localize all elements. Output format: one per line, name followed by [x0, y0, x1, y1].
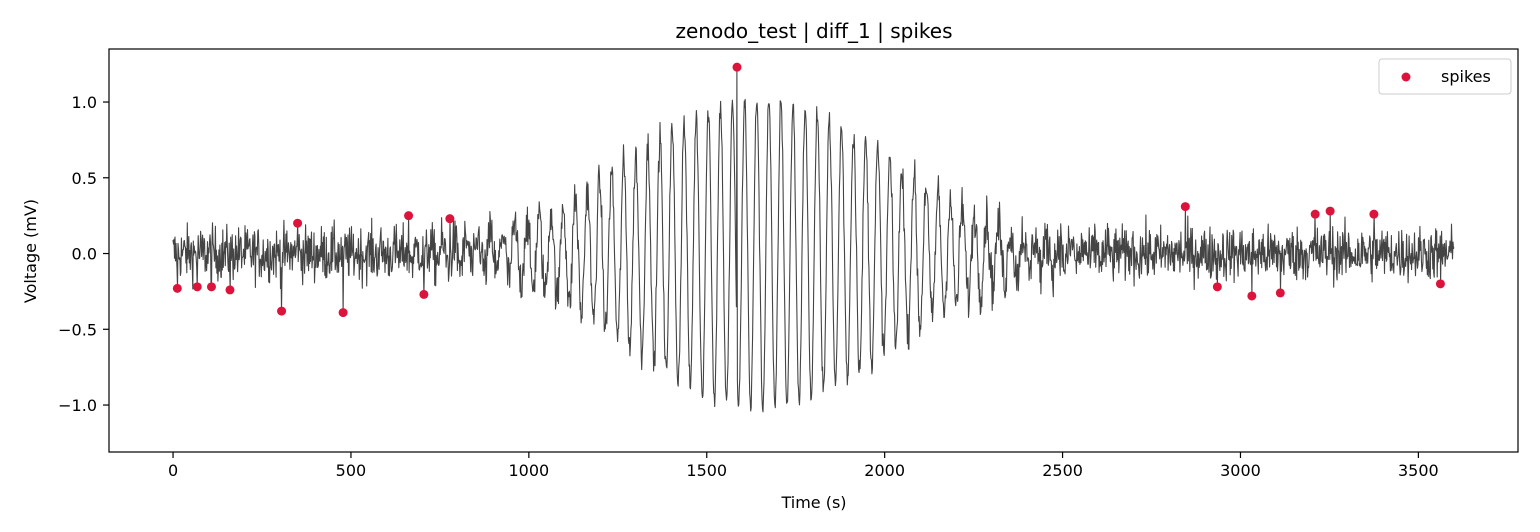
- spike-point: [277, 306, 287, 316]
- x-axis: 0 500 1000 1500 2000 2500 3000 3500: [168, 452, 1439, 480]
- y-axis: −1.0 −0.5 0.0 0.5 1.0: [58, 93, 109, 415]
- chart-title: zenodo_test | diff_1 | spikes: [676, 19, 953, 43]
- x-tick-label: 1000: [508, 461, 549, 480]
- spike-point: [293, 218, 303, 228]
- x-axis-label: Time (s): [780, 493, 846, 512]
- x-tick-label: 3500: [1398, 461, 1439, 480]
- x-tick-label: 2000: [864, 461, 905, 480]
- spike-point: [206, 282, 216, 292]
- legend-box: [1378, 58, 1512, 95]
- x-tick-label: 3000: [1220, 461, 1261, 480]
- spike-point: [172, 283, 182, 293]
- spike-point: [445, 214, 455, 224]
- y-tick-label: −1.0: [58, 396, 97, 415]
- x-tick-label: 2500: [1042, 461, 1083, 480]
- spike-point: [1247, 291, 1257, 301]
- x-tick-label: 0: [168, 461, 178, 480]
- spike-point: [419, 289, 429, 299]
- y-tick-label: 0.0: [72, 245, 97, 264]
- spike-point: [404, 211, 414, 221]
- spike-point: [1275, 288, 1285, 298]
- spike-point: [1310, 209, 1320, 219]
- signal-line: [172, 66, 1455, 413]
- legend-marker: [1401, 72, 1411, 82]
- spike-point: [1212, 282, 1222, 292]
- spike-point: [1180, 202, 1190, 212]
- signal-trace: [172, 66, 1455, 413]
- spike-markers: [172, 62, 1445, 318]
- spike-point: [1325, 206, 1335, 216]
- y-tick-label: 0.5: [72, 169, 97, 188]
- spike-point: [1369, 209, 1379, 219]
- x-tick-label: 1500: [686, 461, 727, 480]
- y-tick-label: −0.5: [58, 320, 97, 339]
- spike-point: [732, 62, 742, 72]
- x-tick-label: 500: [336, 461, 367, 480]
- spike-point: [1435, 279, 1445, 289]
- legend: spikes: [1378, 58, 1512, 95]
- y-tick-label: 1.0: [72, 93, 97, 112]
- y-axis-label: Voltage (mV): [21, 199, 40, 303]
- legend-label: spikes: [1441, 67, 1491, 86]
- spike-point: [192, 282, 202, 292]
- spike-point: [225, 285, 235, 295]
- spike-point: [338, 308, 348, 318]
- plot-frame: [108, 48, 1519, 453]
